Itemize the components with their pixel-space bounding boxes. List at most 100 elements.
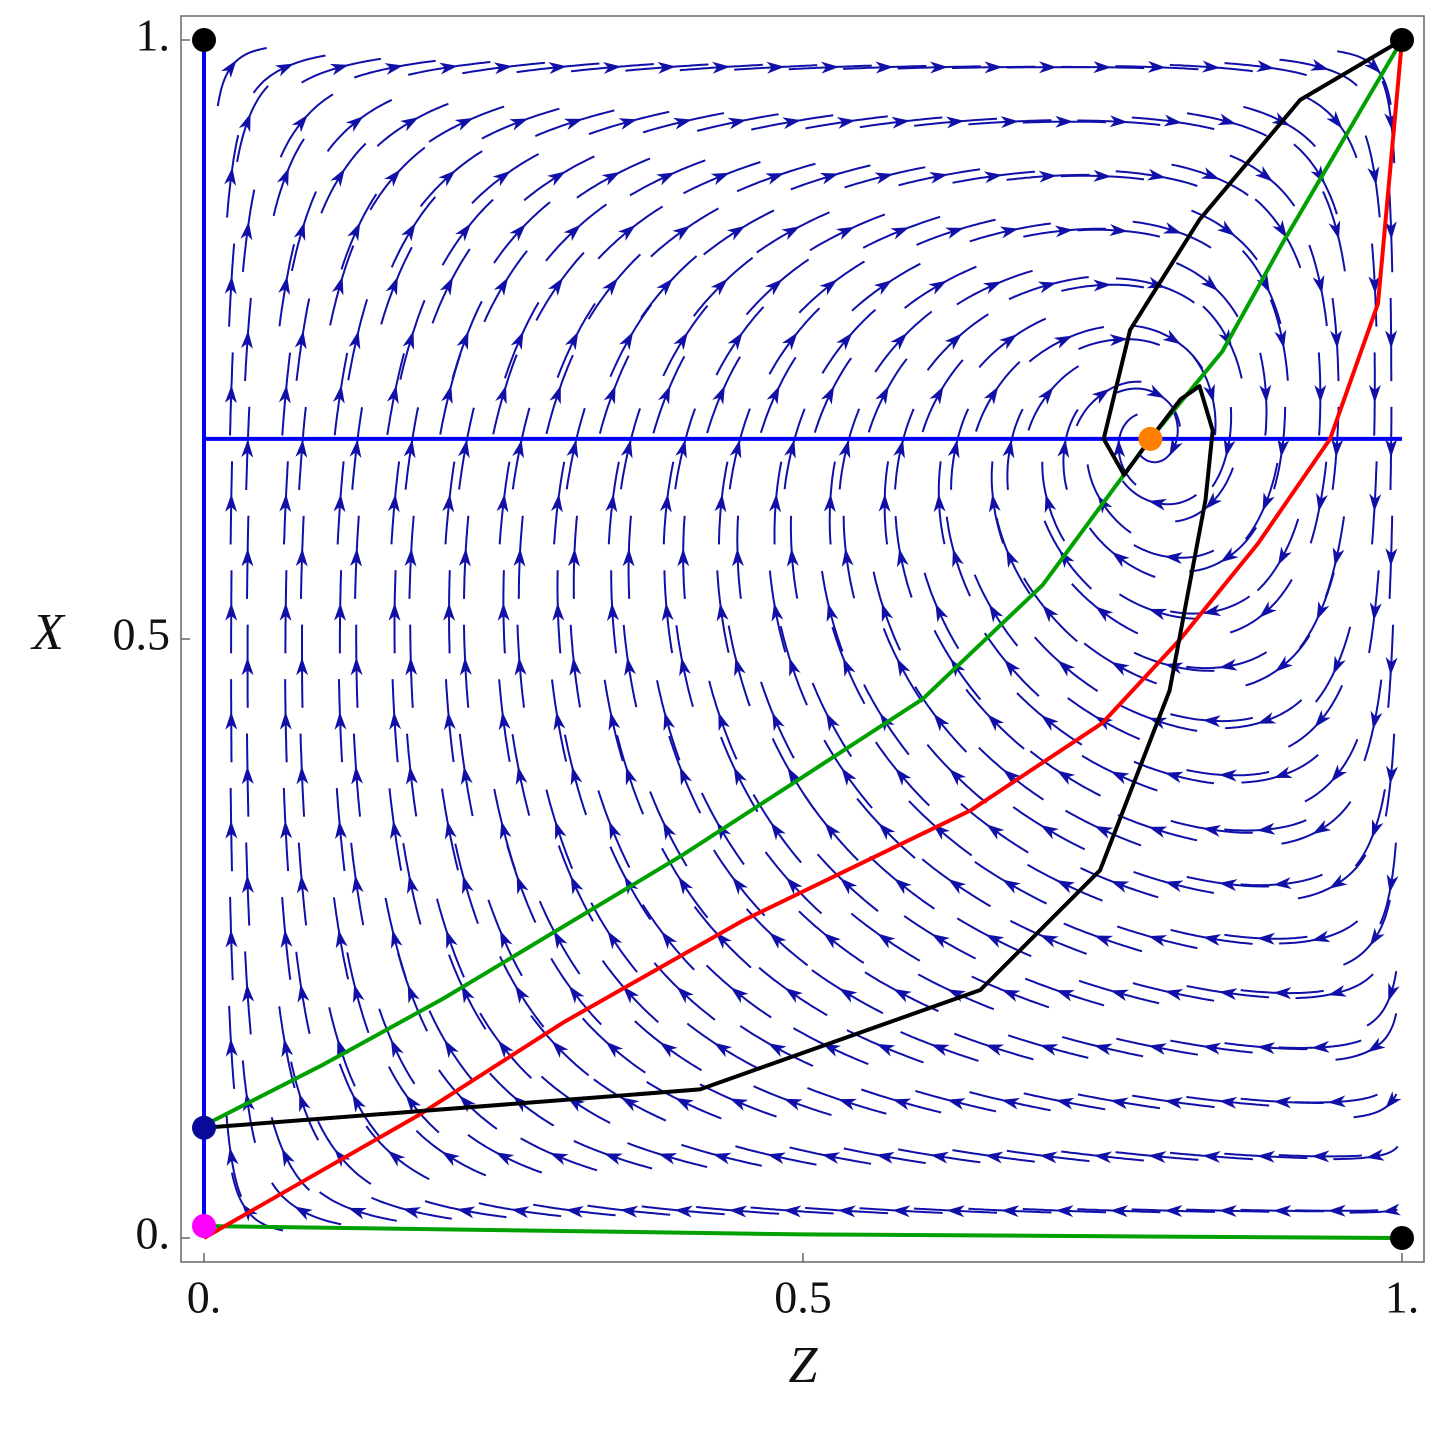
streamline bbox=[813, 357, 853, 433]
stream-arrow bbox=[1385, 439, 1398, 458]
stream-arrow bbox=[225, 929, 238, 948]
stream-arrow bbox=[225, 493, 238, 512]
stream-arrow bbox=[1311, 1150, 1330, 1163]
stream-arrow bbox=[441, 1151, 460, 1167]
stream-arrow bbox=[1382, 1203, 1401, 1216]
stream-arrow bbox=[238, 113, 251, 133]
stream-arrow bbox=[1273, 1204, 1292, 1217]
stream-arrow bbox=[279, 493, 292, 513]
stream-arrow bbox=[878, 823, 896, 841]
streamline bbox=[1287, 684, 1344, 748]
stream-arrow bbox=[1002, 439, 1015, 459]
stream-arrow bbox=[1368, 384, 1381, 403]
stream-arrow bbox=[891, 116, 910, 129]
stream-arrow bbox=[782, 117, 801, 130]
stream-arrow bbox=[1110, 989, 1130, 1002]
stream-arrow bbox=[1164, 1205, 1183, 1218]
stream-arrow bbox=[225, 711, 238, 730]
stream-arrow bbox=[896, 658, 911, 677]
stream-arrow bbox=[1216, 220, 1235, 236]
stream-arrow bbox=[765, 173, 785, 185]
stream-arrow bbox=[385, 276, 398, 296]
stream-arrow bbox=[952, 548, 964, 568]
stream-arrow bbox=[1369, 602, 1382, 621]
stream-arrow bbox=[565, 1205, 584, 1218]
stream-arrow bbox=[1042, 604, 1059, 623]
curve bbox=[203, 38, 1404, 1128]
stream-arrow bbox=[512, 439, 524, 459]
fixed-point bbox=[192, 1214, 216, 1239]
y-tick-label: 0. bbox=[136, 1208, 171, 1259]
stream-arrow bbox=[1057, 439, 1070, 459]
stream-arrow bbox=[443, 711, 456, 731]
stream-arrow bbox=[767, 1043, 787, 1057]
fixed-point bbox=[192, 28, 216, 52]
stream-arrow bbox=[1039, 1151, 1058, 1164]
stream-arrow bbox=[838, 1098, 857, 1111]
streamline bbox=[1225, 699, 1303, 730]
fixed-point bbox=[1390, 1226, 1414, 1250]
stream-arrow bbox=[1328, 220, 1341, 240]
stream-arrow bbox=[1218, 1096, 1238, 1109]
stream-arrow bbox=[676, 986, 694, 1004]
stream-arrow bbox=[1316, 601, 1330, 621]
stream-arrow bbox=[549, 1152, 569, 1166]
stream-arrow bbox=[387, 493, 400, 513]
stream-arrow bbox=[457, 439, 470, 459]
streamline bbox=[230, 1172, 284, 1232]
stream-arrow bbox=[766, 385, 780, 405]
streamline bbox=[415, 1129, 487, 1177]
stream-arrow bbox=[710, 278, 728, 296]
stream-arrow bbox=[1093, 61, 1112, 74]
stream-arrow bbox=[241, 875, 254, 894]
stream-arrow bbox=[1217, 113, 1237, 126]
streamline bbox=[1254, 198, 1302, 269]
stream-arrow bbox=[826, 603, 839, 622]
stream-arrow bbox=[443, 602, 456, 621]
stream-arrow bbox=[765, 279, 783, 296]
stream-arrow bbox=[1328, 874, 1348, 889]
stream-arrow bbox=[672, 225, 691, 241]
stream-arrow bbox=[1370, 710, 1383, 730]
stream-arrow bbox=[769, 493, 782, 513]
stream-arrow bbox=[278, 276, 291, 295]
stream-arrow bbox=[1202, 1042, 1222, 1055]
stream-arrow bbox=[1256, 822, 1276, 835]
stream-arrow bbox=[787, 767, 802, 786]
stream-arrow bbox=[444, 820, 457, 840]
streamline bbox=[388, 1066, 440, 1134]
stream-arrow bbox=[661, 602, 674, 622]
stream-arrow bbox=[945, 116, 965, 129]
stream-arrow bbox=[947, 439, 960, 459]
stream-arrow bbox=[516, 875, 529, 895]
stream-arrow bbox=[1039, 934, 1059, 948]
stream-arrow bbox=[929, 171, 948, 184]
stream-arrow bbox=[221, 59, 237, 79]
stream-arrow bbox=[347, 222, 361, 242]
stream-arrow bbox=[351, 875, 364, 894]
stream-arrow bbox=[826, 712, 840, 732]
stream-arrow bbox=[1316, 492, 1328, 512]
stream-arrow bbox=[841, 767, 857, 786]
stream-arrow bbox=[823, 932, 842, 949]
x-tick-label: 1. bbox=[1385, 1272, 1420, 1323]
stream-arrow bbox=[1203, 383, 1215, 403]
stream-arrow bbox=[874, 172, 894, 185]
stream-arrow bbox=[983, 386, 999, 405]
stream-arrow bbox=[351, 766, 364, 785]
stream-arrow bbox=[677, 548, 690, 567]
stream-arrow bbox=[1001, 1097, 1021, 1110]
stream-arrow bbox=[1330, 764, 1347, 783]
stream-arrow bbox=[1164, 989, 1184, 1001]
stream-arrow bbox=[1369, 927, 1385, 947]
stream-arrow bbox=[1257, 712, 1277, 724]
stream-arrow bbox=[1330, 330, 1343, 349]
stream-arrow bbox=[781, 332, 798, 351]
stream-arrow bbox=[224, 167, 237, 186]
stream-arrow bbox=[441, 385, 453, 405]
stream-arrow bbox=[875, 385, 889, 405]
stream-arrow bbox=[895, 768, 912, 786]
stream-arrow bbox=[873, 279, 893, 296]
stream-arrow bbox=[1384, 221, 1397, 240]
streamline bbox=[320, 142, 367, 214]
